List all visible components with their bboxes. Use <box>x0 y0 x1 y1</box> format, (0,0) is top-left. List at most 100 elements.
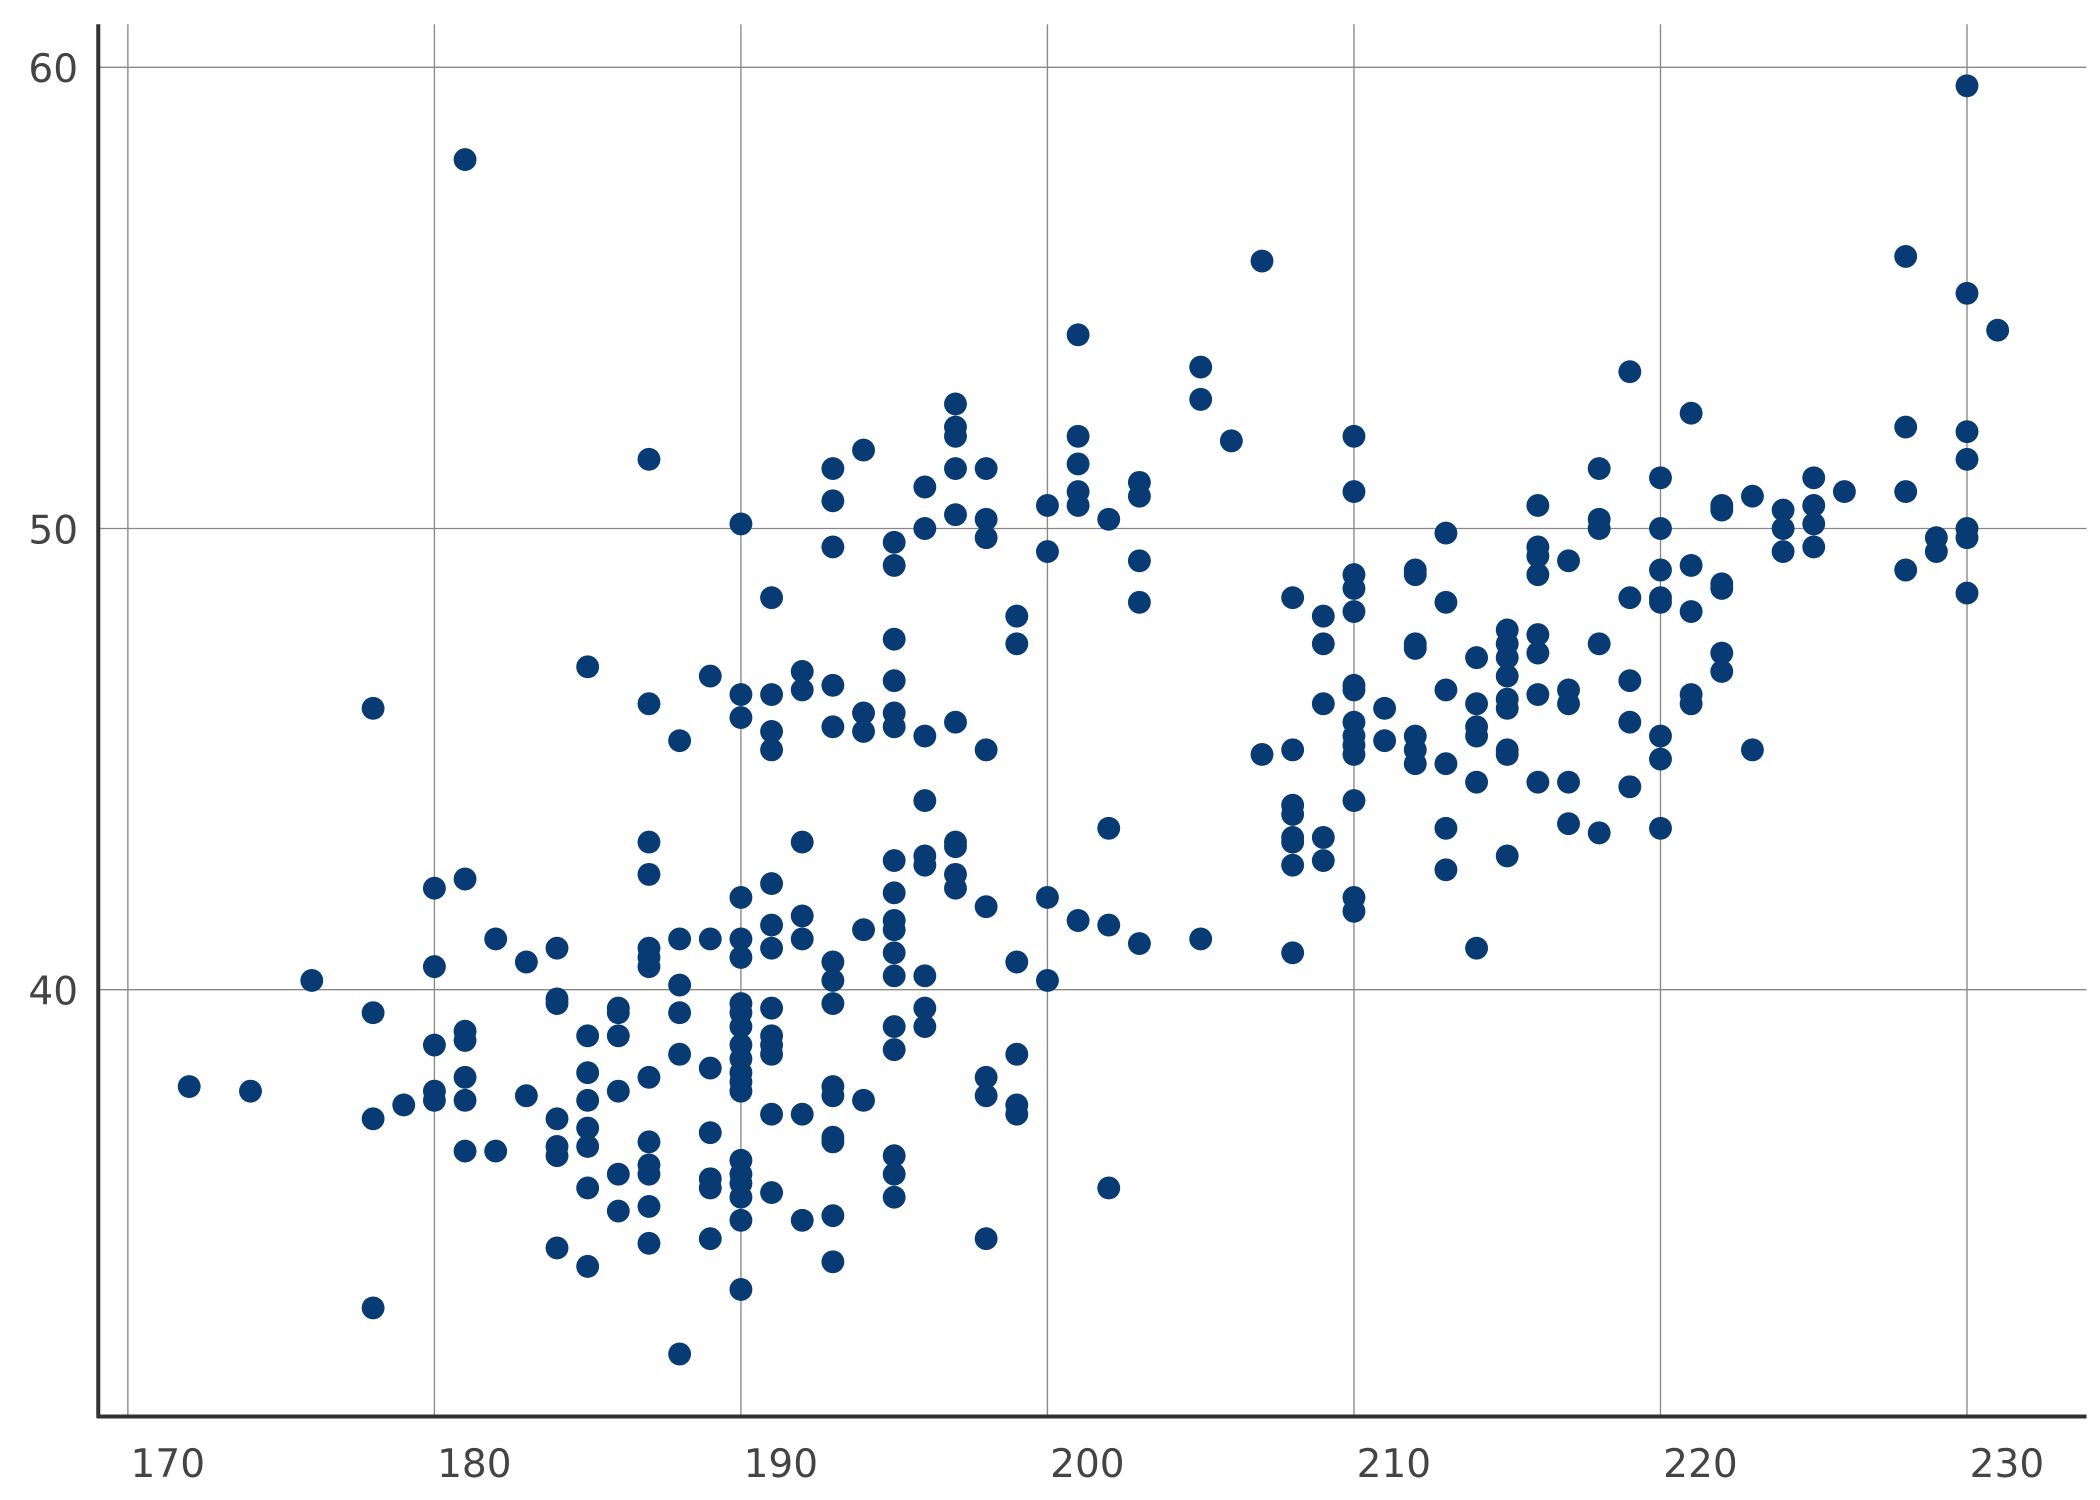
data-point <box>1281 586 1305 610</box>
data-point <box>1495 844 1519 868</box>
data-point <box>821 1204 845 1228</box>
y-tick-labels: 40 50 60 <box>28 47 78 1014</box>
data-point <box>1434 816 1458 840</box>
data-point <box>974 1227 998 1251</box>
data-point <box>545 992 569 1015</box>
data-point <box>882 715 906 739</box>
data-point <box>1526 623 1550 647</box>
data-point <box>1587 517 1611 540</box>
data-point <box>637 830 661 854</box>
x-tick-label: 190 <box>744 1442 818 1487</box>
data-point <box>698 1056 722 1080</box>
data-point <box>453 867 477 891</box>
data-point <box>1005 1102 1029 1126</box>
data-point <box>576 1254 600 1278</box>
data-point <box>1740 738 1764 762</box>
data-point <box>1342 743 1366 766</box>
data-point <box>852 1088 875 1112</box>
data-point <box>913 853 937 877</box>
data-point <box>821 457 845 480</box>
data-point <box>1526 544 1550 568</box>
data-point <box>760 738 784 762</box>
data-point <box>422 1088 446 1112</box>
data-point <box>576 1135 600 1158</box>
data-point <box>1495 743 1519 766</box>
data-point <box>790 830 814 854</box>
data-point <box>790 927 814 951</box>
data-point <box>852 701 875 725</box>
data-point <box>1679 553 1703 577</box>
data-point <box>882 1038 906 1062</box>
data-point <box>1281 941 1305 965</box>
data-point <box>698 927 722 951</box>
data-point <box>1373 696 1397 720</box>
data-point <box>1526 563 1550 587</box>
data-point <box>1281 802 1305 826</box>
data-point <box>760 913 784 937</box>
data-point <box>637 1130 661 1154</box>
data-point <box>729 1208 753 1232</box>
data-point <box>1036 540 1059 564</box>
data-point <box>1955 581 1979 605</box>
data-point <box>1311 632 1335 656</box>
data-point <box>944 457 967 480</box>
data-point <box>361 1296 385 1320</box>
data-point <box>1526 770 1550 794</box>
data-point <box>913 1015 937 1039</box>
data-point <box>821 489 845 513</box>
data-point <box>300 969 324 992</box>
data-point <box>1434 858 1458 882</box>
data-point <box>882 627 906 651</box>
data-point <box>1036 885 1059 909</box>
data-point <box>576 1116 600 1140</box>
data-point <box>1281 830 1305 854</box>
data-point <box>974 1065 998 1089</box>
data-point <box>1465 724 1489 748</box>
data-point <box>1036 969 1059 992</box>
data-point <box>698 664 722 688</box>
data-point <box>1066 452 1090 476</box>
data-point <box>576 1088 600 1112</box>
data-point <box>1342 789 1366 813</box>
data-point <box>1127 549 1151 573</box>
data-point <box>1342 577 1366 600</box>
data-point <box>606 1001 630 1025</box>
data-point <box>729 512 753 536</box>
x-tick-label: 220 <box>1663 1442 1737 1487</box>
data-point <box>1649 747 1672 771</box>
data-point <box>514 950 538 974</box>
data-point <box>361 1107 385 1131</box>
data-point <box>1618 775 1642 799</box>
data-point <box>1189 927 1213 951</box>
data-point <box>1219 429 1243 453</box>
data-point <box>1495 646 1519 670</box>
data-point <box>821 992 845 1015</box>
data-point <box>1005 950 1029 974</box>
data-point <box>790 904 814 928</box>
data-point <box>729 927 753 951</box>
data-point <box>576 1176 600 1200</box>
data-point <box>1066 493 1090 517</box>
data-point <box>852 438 875 462</box>
x-tick-label: 170 <box>131 1442 205 1487</box>
data-point <box>1955 526 1979 550</box>
data-point <box>944 424 967 448</box>
data-point <box>1955 281 1979 305</box>
data-point <box>1802 512 1826 536</box>
data-point <box>944 392 967 416</box>
data-point <box>1434 752 1458 776</box>
data-point <box>974 457 998 480</box>
data-point <box>1127 590 1151 614</box>
x-tick-labels: 170 180 190 200 210 220 230 <box>131 1442 2045 1487</box>
data-point <box>760 586 784 610</box>
data-point <box>1066 323 1090 347</box>
data-point <box>1127 932 1151 956</box>
data-point <box>422 876 446 900</box>
data-point <box>1557 549 1580 573</box>
data-point <box>1526 683 1550 706</box>
data-point <box>913 789 937 813</box>
data-point <box>1434 521 1458 545</box>
data-point <box>1495 664 1519 688</box>
data-point <box>1679 401 1703 425</box>
data-point <box>1066 909 1090 932</box>
